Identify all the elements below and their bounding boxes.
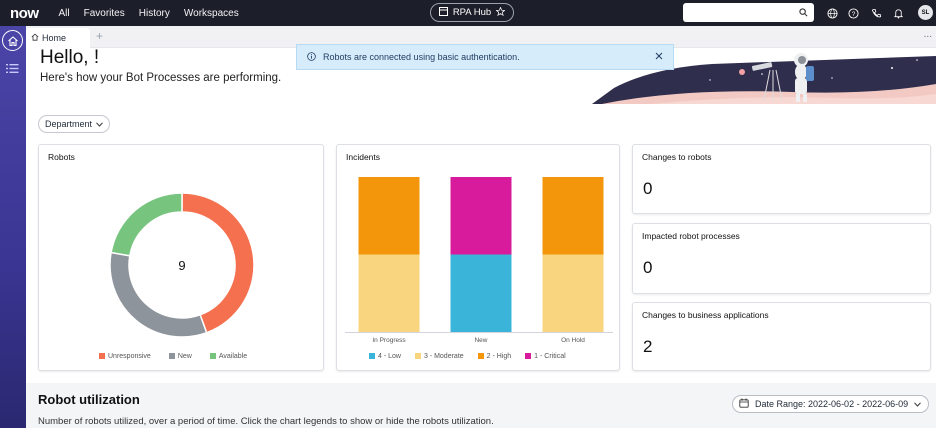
- legend-label: 3 - Moderate: [423, 353, 464, 360]
- incidents-card-title: Incidents: [346, 152, 381, 162]
- tab-home-label: Home: [42, 33, 67, 43]
- legend-swatch: [168, 353, 175, 360]
- changes-to-business-applications-card[interactable]: Changes to business applications 2: [632, 302, 931, 371]
- page-subtitle: Here's how your Bot Processes are perfor…: [40, 72, 282, 84]
- page-greeting: Hello, !: [40, 47, 100, 68]
- rpa-hub-pill[interactable]: RPA Hub: [430, 3, 514, 22]
- bar-segment[interactable]: [358, 254, 420, 333]
- metric-title: Changes to business applications: [642, 310, 769, 320]
- robots-card: Robots 9 Unresponsive New Available: [38, 144, 324, 371]
- chevron-down-icon: [914, 399, 921, 409]
- robot-utilization-title: Robot utilization: [38, 392, 140, 407]
- star-icon[interactable]: [495, 6, 506, 19]
- metric-title: Changes to robots: [642, 152, 712, 162]
- search-input[interactable]: [683, 3, 814, 22]
- bar-segment[interactable]: [542, 254, 604, 333]
- add-tab-icon[interactable]: +: [96, 29, 104, 43]
- donut-center-value: 9: [178, 258, 185, 273]
- home-icon[interactable]: [2, 30, 23, 51]
- bar-segment[interactable]: [542, 177, 604, 255]
- nav-workspaces[interactable]: Workspaces: [183, 7, 239, 19]
- banner-message: Robots are connected using basic authent…: [323, 52, 520, 62]
- globe-icon[interactable]: [825, 6, 839, 20]
- incidents-legend: 4 - Low 3 - Moderate 2 - High 1 - Critical: [369, 353, 566, 360]
- robots-card-title: Robots: [48, 152, 75, 162]
- legend-label: 2 - High: [486, 353, 512, 360]
- legend-item[interactable]: 2 - High: [477, 353, 512, 360]
- date-range-label: Date Range: 2022-06-02 - 2022-06-09: [755, 399, 909, 409]
- rpa-hub-label: RPA Hub: [452, 7, 492, 18]
- more-tabs-icon[interactable]: ...: [923, 29, 932, 40]
- department-filter-label: Department: [44, 119, 93, 129]
- robots-legend: Unresponsive New Available: [99, 353, 247, 360]
- department-filter-button[interactable]: Department: [38, 115, 110, 133]
- x-tick-label: In Progress: [372, 337, 406, 344]
- x-tick-label: New: [474, 337, 487, 344]
- chevron-down-icon: [96, 119, 103, 129]
- legend-label: 1 - Critical: [534, 353, 566, 360]
- top-navigation: now All Favorites History Workspaces RPA…: [0, 0, 936, 26]
- incidents-card: Incidents In Progress New On Hold 4 - Low 3…: [336, 144, 620, 371]
- date-range-picker[interactable]: Date Range: 2022-06-02 - 2022-06-09: [732, 395, 929, 413]
- hero-illustration: [592, 48, 936, 104]
- robots-donut-chart[interactable]: 9: [39, 145, 325, 345]
- legend-label: Available: [218, 353, 248, 360]
- legend-label: 4 - Low: [378, 353, 401, 360]
- legend-swatch: [99, 353, 105, 360]
- auth-info-banner: Robots are connected using basic authent…: [296, 44, 674, 70]
- search-icon[interactable]: [799, 8, 808, 17]
- left-rail: [0, 26, 26, 428]
- legend-label: Unresponsive: [108, 353, 151, 360]
- help-icon[interactable]: ?: [846, 6, 860, 20]
- robot-utilization-section: Robot utilization Number of robots utili…: [26, 383, 936, 428]
- x-tick-label: On Hold: [561, 337, 585, 344]
- phone-icon[interactable]: [869, 6, 883, 20]
- donut-slice-unresponsive[interactable]: [181, 192, 255, 334]
- user-avatar[interactable]: SL: [918, 5, 933, 20]
- changes-to-robots-card[interactable]: Changes to robots 0: [632, 144, 931, 214]
- legend-item-new[interactable]: New: [168, 353, 192, 360]
- home-tab-icon: [31, 33, 39, 43]
- notification-bell-icon[interactable]: [891, 6, 905, 20]
- legend-item-unresponsive[interactable]: Unresponsive: [99, 353, 151, 360]
- servicenow-logo[interactable]: now: [10, 4, 39, 22]
- bar-segment[interactable]: [358, 177, 420, 255]
- legend-label: New: [177, 353, 192, 360]
- close-icon[interactable]: [655, 52, 663, 62]
- incidents-bar-chart[interactable]: In Progress New On Hold: [337, 145, 621, 350]
- legend-swatch: [414, 353, 421, 360]
- nav-history[interactable]: History: [138, 7, 170, 19]
- legend-swatch: [369, 353, 375, 360]
- svg-text:?: ?: [851, 10, 855, 17]
- window-icon: [438, 6, 448, 19]
- list-icon[interactable]: [6, 61, 19, 79]
- legend-item-available[interactable]: Available: [209, 353, 248, 360]
- bar-segment[interactable]: [450, 254, 512, 333]
- metric-title: Impacted robot processes: [642, 231, 740, 241]
- info-icon: [307, 51, 316, 63]
- bar-segment[interactable]: [450, 177, 512, 255]
- robot-utilization-description: Number of robots utilized, over a period…: [38, 416, 494, 427]
- donut-slice-new[interactable]: [109, 251, 208, 338]
- nav-favorites[interactable]: Favorites: [83, 7, 125, 19]
- legend-swatch: [209, 353, 216, 360]
- metric-value: 0: [643, 258, 653, 277]
- legend-swatch: [477, 353, 484, 360]
- metric-value: 0: [643, 179, 653, 198]
- legend-swatch: [525, 353, 532, 360]
- impacted-robot-processes-card[interactable]: Impacted robot processes 0: [632, 223, 931, 294]
- metric-value: 2: [643, 337, 653, 356]
- nav-all[interactable]: All: [58, 7, 70, 19]
- legend-item[interactable]: 3 - Moderate: [414, 353, 464, 360]
- legend-item[interactable]: 1 - Critical: [525, 353, 566, 360]
- calendar-icon: [739, 398, 749, 410]
- tab-home[interactable]: Home: [26, 28, 90, 48]
- donut-slice-available[interactable]: [110, 192, 183, 257]
- legend-item[interactable]: 4 - Low: [369, 353, 401, 360]
